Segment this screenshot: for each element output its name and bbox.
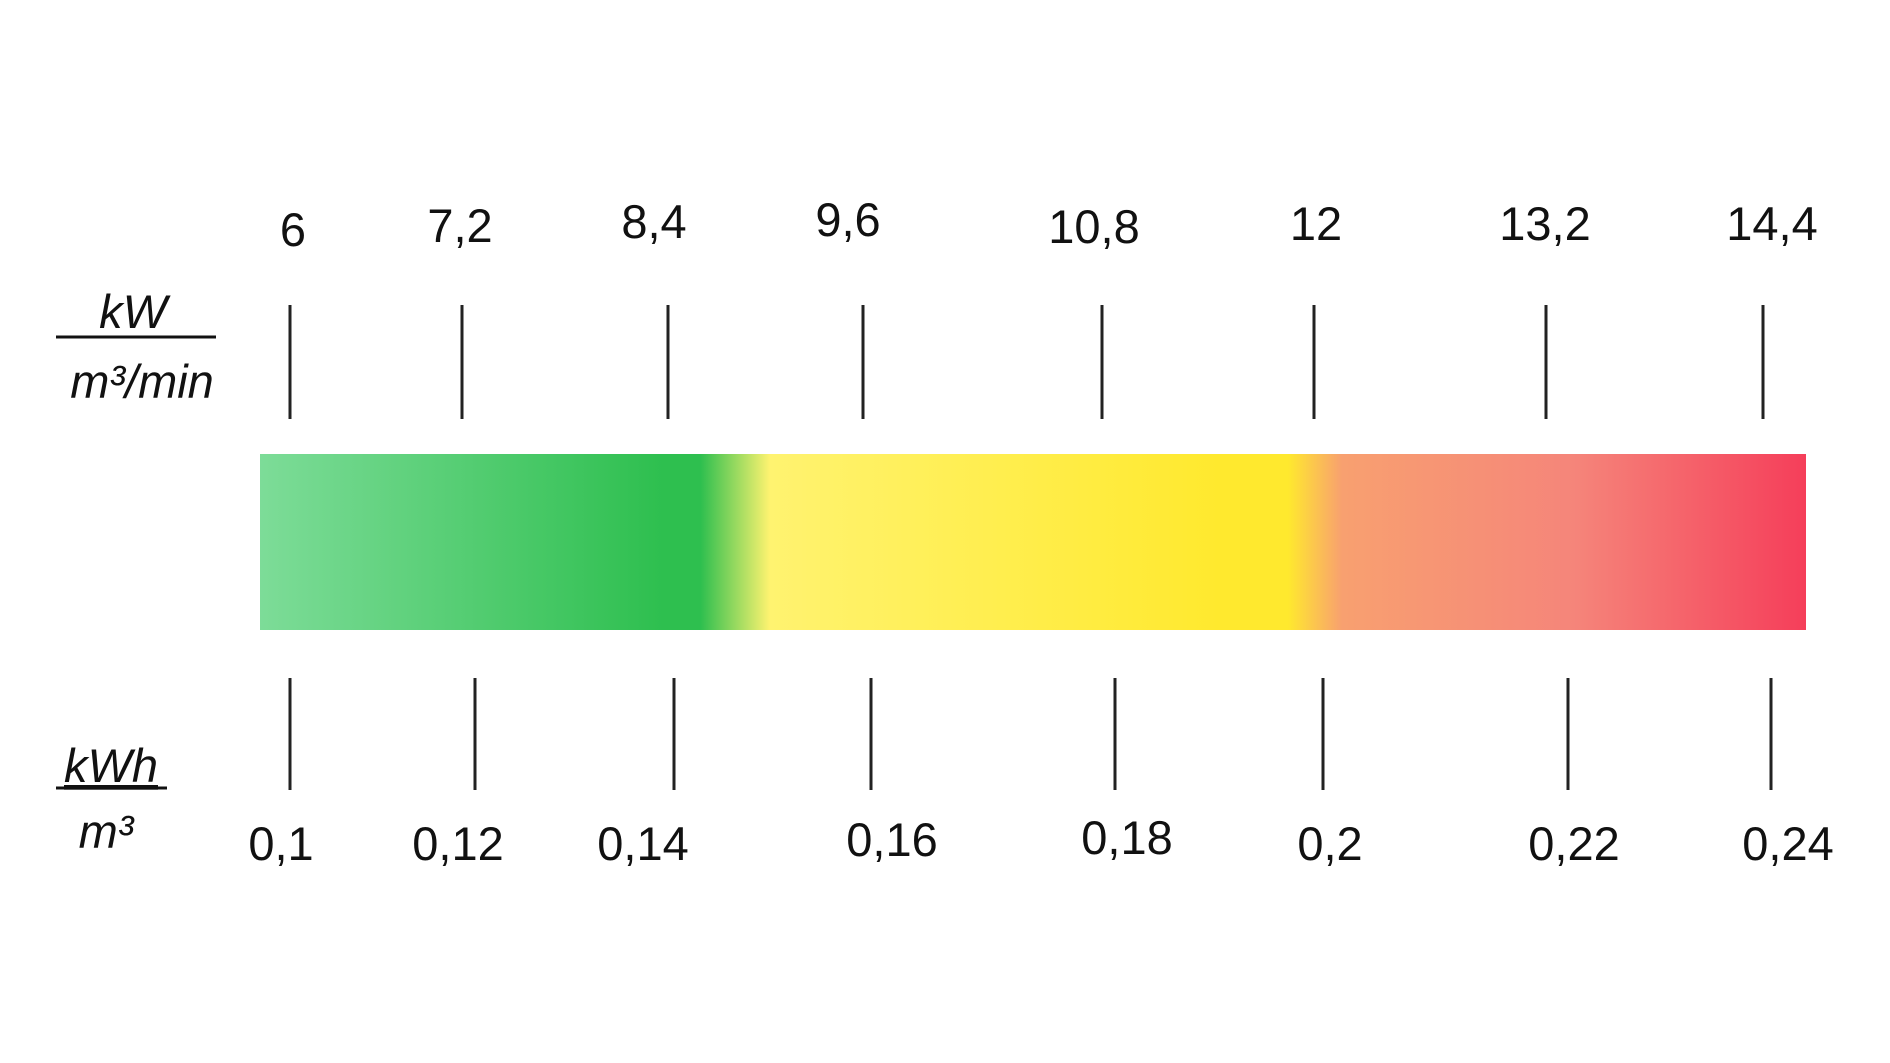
top-tick-label: 9,6 (815, 193, 880, 246)
bottom-unit-numerator: kWh (64, 739, 158, 792)
bottom-tick-label: 0,1 (248, 817, 313, 870)
top-tick-label: 8,4 (621, 195, 686, 248)
bottom-tick-label: 0,12 (412, 817, 503, 870)
bottom-tick-label: 0,14 (597, 817, 688, 870)
bottom-tick-label: 0,16 (846, 813, 937, 866)
top-tick-label: 10,8 (1048, 200, 1139, 253)
top-tick-label: 13,2 (1499, 197, 1590, 250)
bottom-unit-denominator: m³ (79, 805, 135, 858)
top-tick-label: 6 (280, 203, 306, 256)
bottom-unit-label: kWh m³ (56, 739, 167, 858)
bottom-tick-label: 0,18 (1081, 811, 1172, 864)
top-tick-label: 7,2 (427, 199, 492, 252)
top-unit-label: kW m³/min (56, 285, 216, 408)
bottom-tick-label: 0,2 (1297, 817, 1362, 870)
color-gradient-bar (260, 454, 1806, 630)
top-tick-label: 14,4 (1726, 197, 1817, 250)
top-ticks: 6 7,2 8,4 9,6 10,8 12 13,2 14,4 (280, 193, 1818, 419)
bottom-ticks: 0,1 0,12 0,14 0,16 0,18 0,2 0,22 0,24 (248, 678, 1834, 870)
top-tick-label: 12 (1290, 197, 1342, 250)
top-unit-denominator: m³/min (70, 355, 214, 408)
bottom-tick-label: 0,24 (1742, 817, 1833, 870)
bottom-tick-label: 0,22 (1528, 817, 1619, 870)
top-unit-numerator: kW (99, 285, 172, 338)
